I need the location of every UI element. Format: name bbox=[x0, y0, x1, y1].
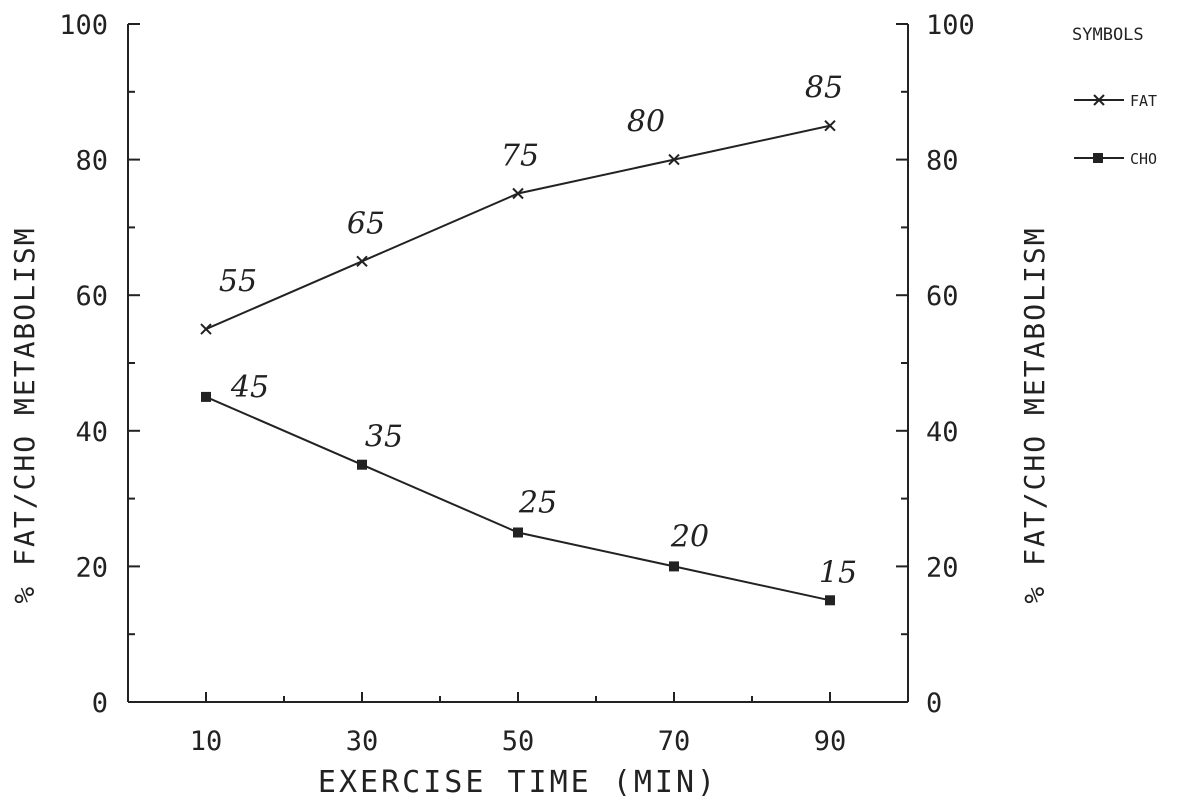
data-point-fat bbox=[356, 255, 368, 268]
y-axis-label-left: % FAT/CHO METABOLISM bbox=[8, 226, 41, 603]
data-point-cho bbox=[357, 459, 367, 470]
series-fat: 55 65 75 80 85 bbox=[200, 71, 843, 335]
y-tick-label-left: 0 bbox=[92, 688, 108, 719]
y-tick-label-right: 100 bbox=[926, 10, 975, 41]
data-point-cho bbox=[513, 527, 523, 538]
x-tick-label: 50 bbox=[502, 726, 535, 757]
x-tick-label: 70 bbox=[658, 726, 691, 757]
data-point-cho bbox=[201, 391, 211, 402]
y-tick-label-right: 0 bbox=[926, 688, 942, 719]
axis-ticks: 0 0 20 20 40 40 60 60 80 80 100 100 10 30 50 70 90 bbox=[59, 10, 975, 757]
legend-entry-fat: FAT bbox=[1074, 92, 1157, 110]
y-tick-label-left: 60 bbox=[75, 281, 108, 312]
data-point-cho bbox=[669, 561, 679, 572]
x-axis-label: EXERCISE TIME (MIN) bbox=[318, 765, 718, 800]
legend-title: SYMBOLS bbox=[1072, 25, 1144, 45]
data-label-fat: 85 bbox=[805, 71, 843, 106]
data-label-fat: 55 bbox=[219, 264, 257, 299]
y-tick-label-left: 100 bbox=[59, 10, 108, 41]
data-point-fat bbox=[668, 153, 680, 166]
data-label-cho: 35 bbox=[365, 420, 403, 455]
data-label-cho: 25 bbox=[518, 486, 557, 521]
legend-entry-cho: CHO bbox=[1074, 150, 1157, 168]
y-tick-label-left: 40 bbox=[75, 417, 108, 448]
legend-marker-cho-square-icon bbox=[1093, 153, 1103, 163]
y-tick-label-left: 80 bbox=[75, 146, 108, 177]
data-label-cho: 20 bbox=[670, 519, 709, 554]
data-point-fat bbox=[512, 187, 524, 200]
series-cho: 45 35 25 20 15 bbox=[201, 370, 857, 606]
y-tick-label-right: 20 bbox=[926, 552, 959, 583]
plot-frame bbox=[127, 24, 909, 703]
x-tick-label: 90 bbox=[814, 726, 847, 757]
legend-label-cho: CHO bbox=[1130, 150, 1157, 168]
x-tick-label: 30 bbox=[346, 726, 379, 757]
y-axis-label-right: % FAT/CHO METABOLISM bbox=[1018, 226, 1051, 603]
data-label-fat: 75 bbox=[501, 139, 539, 174]
legend-marker-fat-x-icon bbox=[1093, 94, 1105, 106]
y-tick-label-left: 20 bbox=[75, 552, 108, 583]
legend: SYMBOLS FAT CHO bbox=[1072, 25, 1157, 168]
y-tick-label-right: 60 bbox=[926, 281, 959, 312]
series-layer: 55 65 75 80 85 45 35 25 20 15 bbox=[200, 71, 857, 606]
data-label-fat: 80 bbox=[627, 105, 665, 140]
x-tick-label: 10 bbox=[190, 726, 223, 757]
data-label-fat: 65 bbox=[347, 206, 385, 241]
data-point-fat bbox=[200, 323, 212, 335]
legend-label-fat: FAT bbox=[1130, 92, 1157, 110]
data-point-cho bbox=[825, 595, 835, 606]
data-label-cho: 15 bbox=[819, 555, 857, 590]
data-label-cho: 45 bbox=[230, 370, 269, 405]
y-tick-label-right: 80 bbox=[926, 146, 959, 177]
y-tick-label-right: 40 bbox=[926, 417, 959, 448]
data-point-fat bbox=[824, 119, 836, 132]
